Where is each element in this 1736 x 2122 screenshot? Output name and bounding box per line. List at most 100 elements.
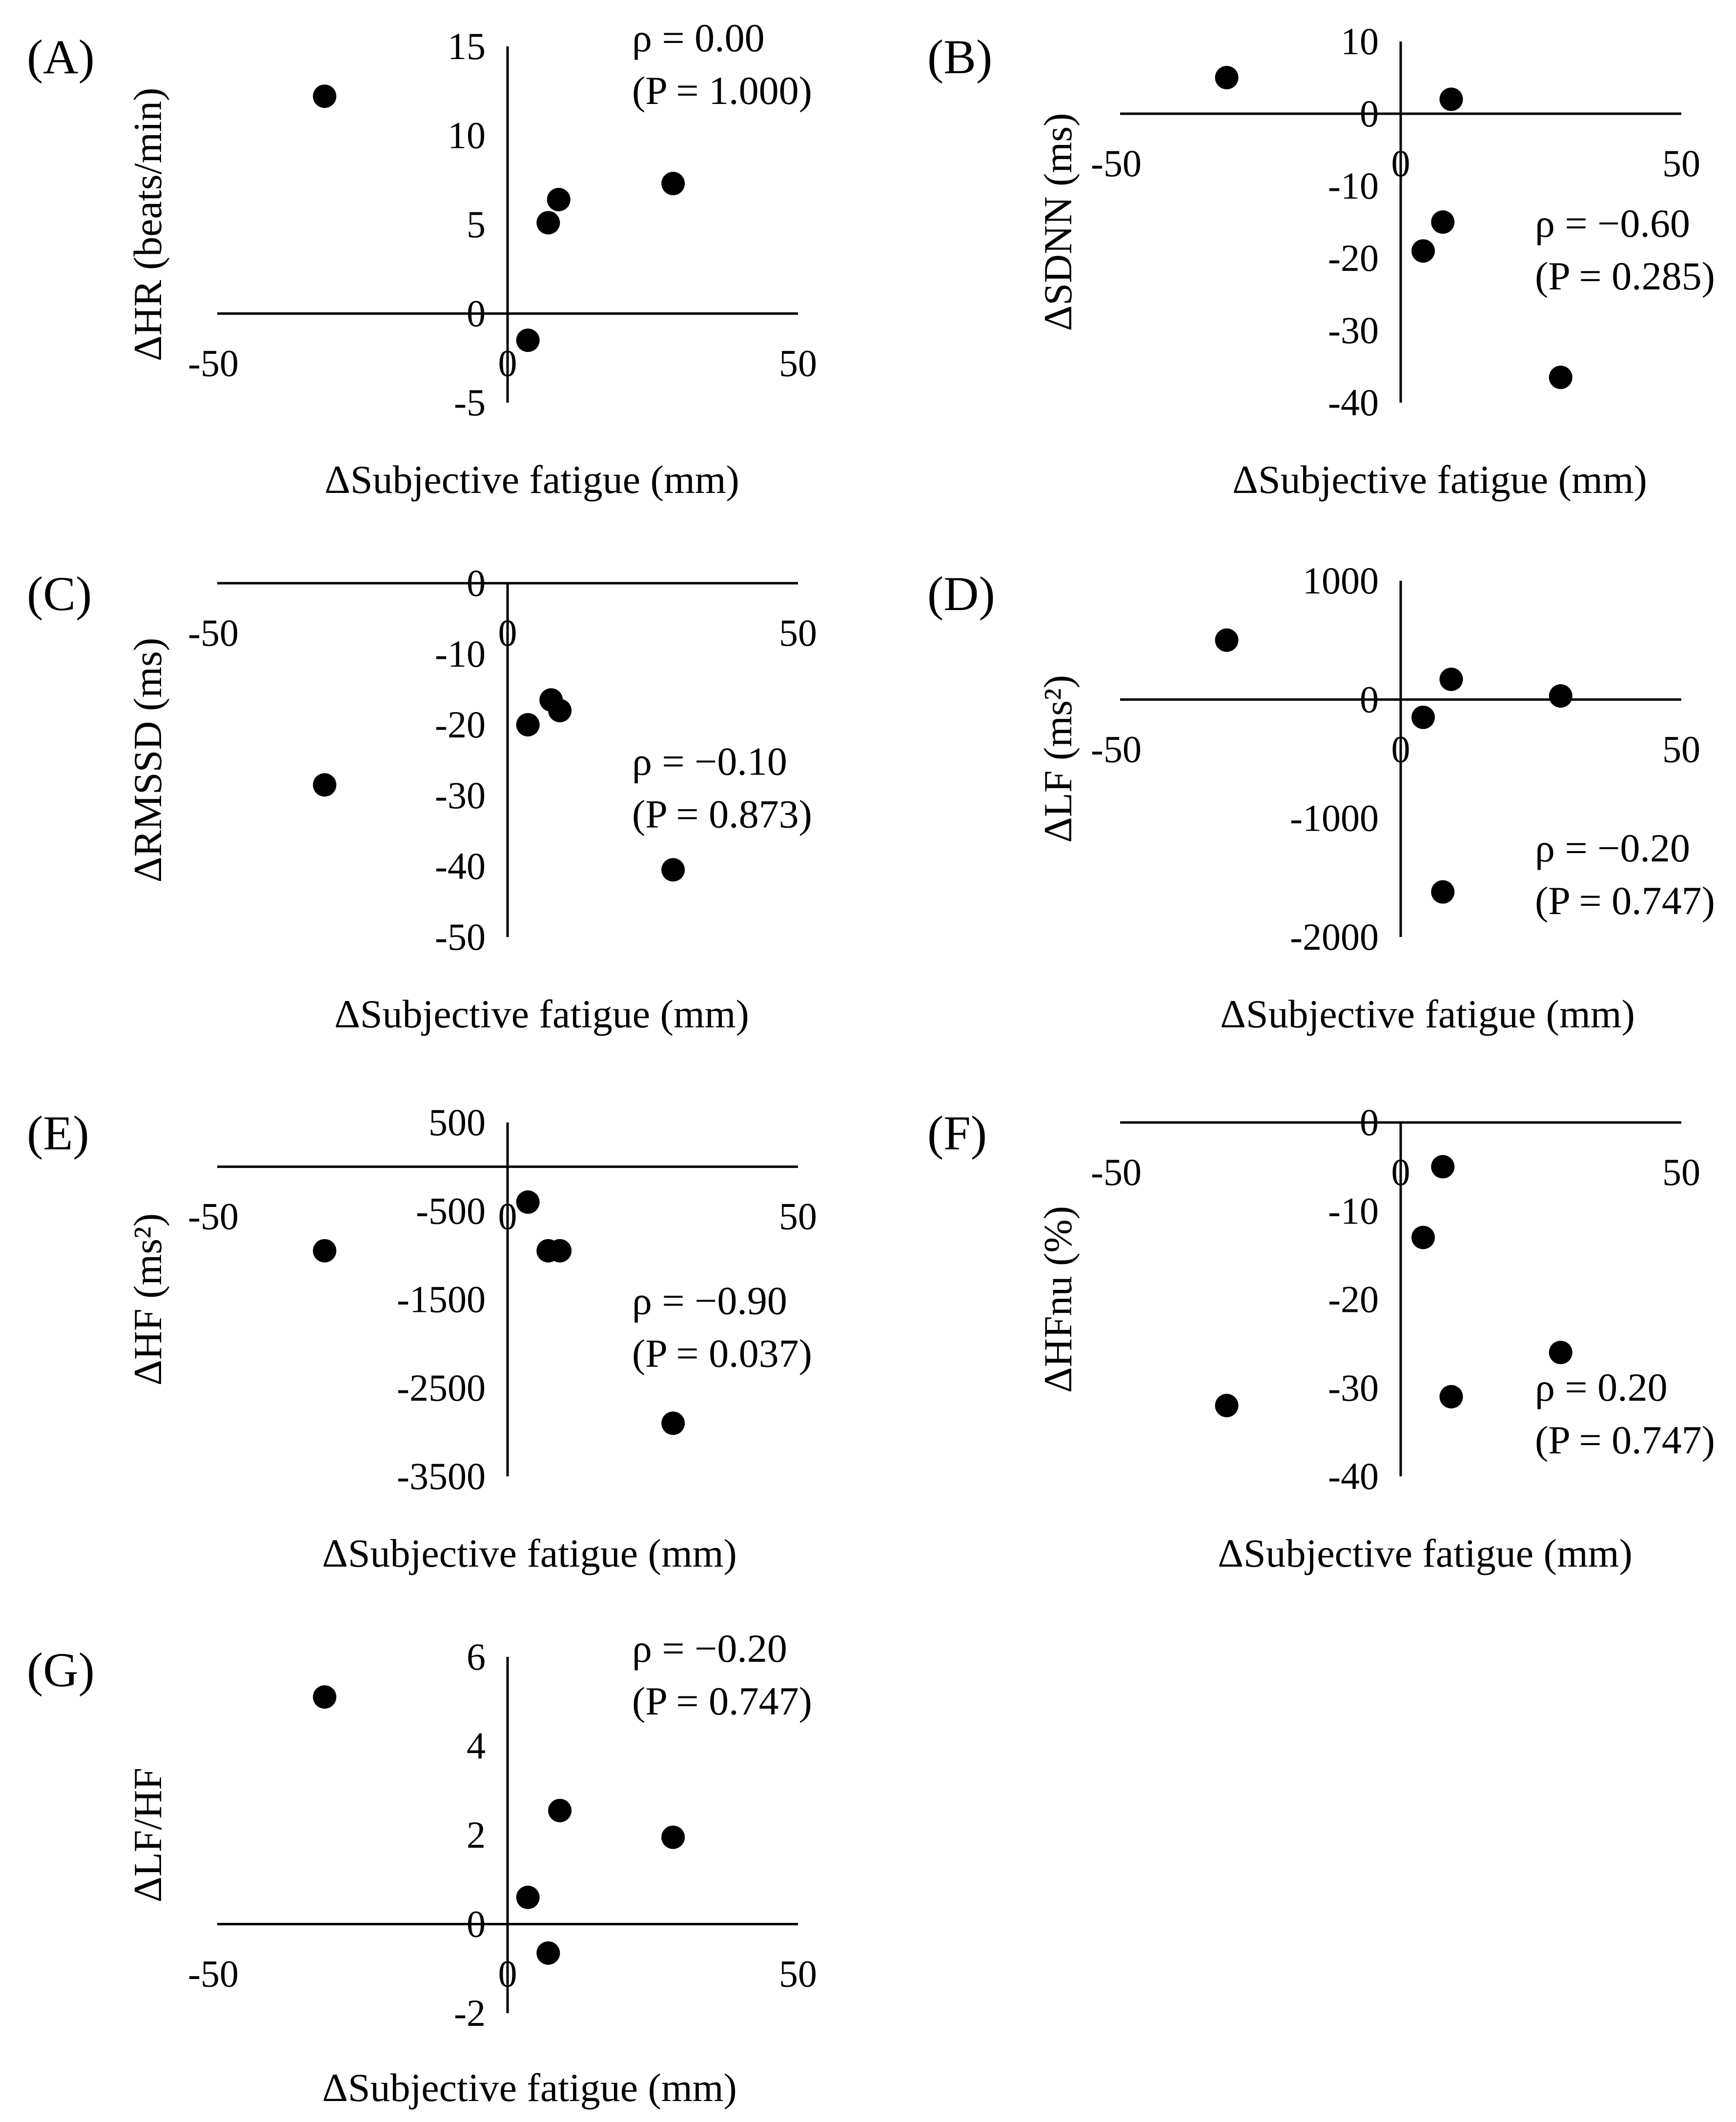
y-axis-title: ΔHF (ms²) (125, 1213, 170, 1386)
x-tick-label: 50 (779, 1953, 817, 1995)
data-point (1215, 628, 1239, 652)
x-tick-label: -50 (188, 1195, 239, 1238)
data-point (547, 187, 571, 211)
y-tick-label: -3500 (397, 1455, 486, 1497)
data-point (1549, 1341, 1573, 1365)
x-axis-title: ΔSubjective fatigue (mm) (322, 1531, 737, 1575)
data-point (1411, 1225, 1435, 1249)
data-point (661, 172, 685, 196)
chart-panel-d: (D) 1000 0 -1000 -2000 -50 0 50 ΔSubjective fati… (927, 559, 1715, 1036)
x-tick-label: 0 (498, 612, 517, 654)
chart-panel-c: (C) 0 -10 -20 -30 -40 -50 -50 0 50 ΔSubjective fat… (27, 562, 817, 1036)
y-tick-label: -2 (454, 1992, 486, 2034)
x-tick-label: 50 (779, 342, 817, 385)
y-tick-label: 6 (467, 1635, 486, 1678)
y-tick-label: 2 (467, 1814, 486, 1856)
y-tick-label: -1500 (397, 1278, 486, 1321)
x-tick-label: 50 (1662, 728, 1700, 770)
x-axis-title: ΔSubjective fatigue (mm) (1218, 1531, 1633, 1575)
panel-label: (F) (927, 1106, 987, 1160)
y-axis-title: ΔSDNN (ms) (1036, 113, 1080, 331)
data-point (1411, 239, 1435, 263)
correlation-annotation: ρ = −0.60 (1535, 201, 1690, 245)
y-tick-label: -1000 (1290, 797, 1379, 839)
correlation-annotation: ρ = −0.20 (1535, 826, 1690, 870)
data-point (1439, 87, 1463, 111)
y-tick-label: -5 (454, 381, 486, 424)
correlation-annotation: ρ = −0.20 (632, 1626, 787, 1671)
y-tick-label: 5 (467, 203, 486, 245)
correlation-annotation: ρ = 0.20 (1535, 1365, 1668, 1409)
y-tick-label: -2000 (1290, 916, 1379, 958)
data-point (1549, 366, 1573, 389)
panel-label: (G) (27, 1643, 95, 1697)
chart-panel-b: (B) 10 0 -10 -20 -30 -40 -50 0 50 ΔSubjective fati… (927, 20, 1715, 502)
data-point (1431, 880, 1455, 904)
correlation-annotation: ρ = −0.90 (632, 1279, 787, 1323)
y-axis-title: ΔHFnu (%) (1036, 1206, 1080, 1393)
panel-label: (E) (27, 1106, 89, 1160)
x-axis-title: ΔSubjective fatigue (mm) (322, 2065, 737, 2110)
data-point (1215, 1394, 1239, 1417)
x-tick-label: 50 (1662, 1151, 1700, 1193)
x-tick-label: -50 (188, 342, 239, 385)
data-point (661, 1411, 685, 1435)
y-tick-label: -500 (416, 1189, 486, 1232)
correlation-annotation: ρ = 0.00 (632, 16, 765, 60)
x-tick-label: 0 (1391, 728, 1410, 770)
data-point (1439, 1385, 1463, 1408)
data-point (536, 1941, 560, 1965)
panel-label: (B) (927, 30, 992, 84)
data-point (661, 858, 685, 882)
data-point (548, 1239, 572, 1263)
data-point (536, 211, 560, 235)
correlation-annotation: (P = 0.285) (1535, 254, 1715, 298)
y-tick-label: -30 (1328, 1367, 1379, 1409)
y-axis-title: ΔRMSSD (ms) (125, 638, 170, 883)
y-tick-label: 4 (467, 1725, 486, 1767)
x-axis-title: ΔSubjective fatigue (mm) (325, 457, 739, 502)
x-tick-label: -50 (1091, 1151, 1142, 1193)
panel-label: (D) (927, 567, 995, 621)
panel-label: (C) (27, 567, 92, 621)
data-point (313, 84, 337, 108)
correlation-annotation: (P = 0.747) (1535, 878, 1715, 923)
y-axis-title: ΔLF/HF (125, 1768, 170, 1902)
y-axis-title: ΔHR (beats/min) (125, 88, 170, 362)
y-tick-label: -10 (1328, 1189, 1379, 1232)
correlation-annotation: (P = 1.000) (632, 68, 812, 113)
data-point (661, 1825, 685, 1849)
y-tick-label: 0 (1360, 92, 1379, 135)
y-tick-label: -30 (435, 774, 486, 816)
x-tick-label: -50 (188, 1953, 239, 1995)
data-point (1439, 667, 1463, 691)
y-tick-label: -2500 (397, 1367, 486, 1409)
y-tick-label: -40 (435, 845, 486, 887)
x-tick-label: -50 (188, 612, 239, 654)
y-tick-label: -10 (435, 633, 486, 675)
x-tick-label: 0 (1391, 142, 1410, 184)
x-tick-label: 50 (779, 612, 817, 654)
x-tick-label: 50 (779, 1195, 817, 1238)
data-point (516, 1885, 540, 1909)
y-tick-label: 0 (467, 292, 486, 335)
x-axis-title: ΔSubjective fatigue (mm) (1232, 457, 1647, 502)
x-tick-label: 0 (498, 1195, 517, 1238)
x-tick-label: 0 (498, 342, 517, 385)
data-point (548, 1798, 572, 1822)
data-point (1215, 66, 1239, 89)
data-point (1431, 210, 1455, 234)
chart-panel-e: (E) 500-500-1500-2500-3500-50 0 50ΔSubjecti… (27, 1101, 817, 1575)
y-axis-title: ΔLF (ms²) (1036, 675, 1080, 843)
correlation-annotation: (P = 0.747) (632, 1679, 812, 1723)
y-tick-label: -50 (435, 916, 486, 958)
y-tick-label: 0 (467, 562, 486, 604)
y-tick-label: -20 (1328, 237, 1379, 279)
x-axis-title: ΔSubjective fatigue (mm) (1220, 992, 1635, 1036)
x-tick-label: -50 (1091, 142, 1142, 184)
x-tick-label: 0 (498, 1953, 517, 1995)
y-tick-label: 15 (448, 25, 486, 67)
x-tick-label: 50 (1662, 142, 1700, 184)
